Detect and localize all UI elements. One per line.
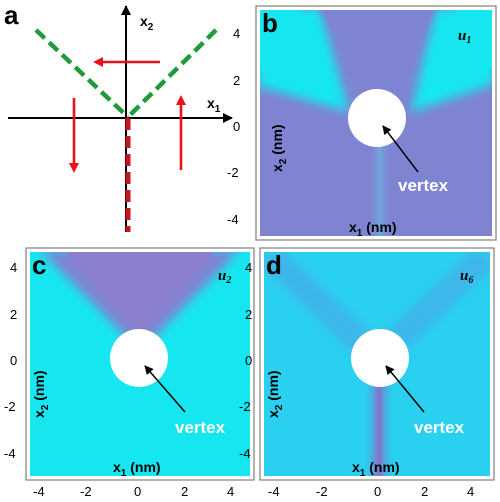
panel-d-xtick: -4 bbox=[268, 484, 280, 499]
panel-c-vertex-hole bbox=[110, 329, 168, 387]
panel-b-field-label: u1 bbox=[458, 28, 471, 46]
panel-c-vertex-arrow bbox=[144, 365, 186, 413]
panel-b-frame bbox=[255, 5, 497, 241]
panel-b-stem bbox=[368, 136, 392, 238]
panel-d-field-label: u6 bbox=[460, 268, 473, 286]
panel-c-vertex-label: vertex bbox=[175, 418, 226, 437]
panel-b-vertex-hole bbox=[348, 89, 406, 147]
panel-d-xtick: 2 bbox=[421, 484, 428, 499]
panel-c-xticks: -4 -2 0 2 4 bbox=[33, 484, 234, 499]
panel-d-xtick: -2 bbox=[316, 484, 328, 499]
panel-d-ytick: -2 bbox=[239, 399, 251, 414]
panel-c-frame bbox=[25, 247, 255, 481]
wall-left-dashed-line bbox=[34, 28, 130, 119]
panel-c-xlabel: x1 (nm) bbox=[113, 459, 161, 479]
panel-d: vertex d u6 4 2 0 -2 -4 -4 -2 0 2 4 x2 (… bbox=[239, 247, 495, 499]
panel-d-ytick: 4 bbox=[245, 260, 252, 275]
panel-c-ylabel: x2 (nm) bbox=[31, 370, 51, 418]
panel-d-vertex-label: vertex bbox=[414, 418, 465, 437]
panel-b-vertex-label: vertex bbox=[398, 176, 449, 195]
panel-b: vertex b u1 4 2 0 -2 -4 x2 (nm) x1 (nm) bbox=[227, 5, 497, 241]
panel-b-letter: b bbox=[262, 8, 278, 38]
panel-d-vertex-arrow bbox=[385, 365, 425, 413]
panel-d-vertex-hole bbox=[351, 329, 409, 387]
panel-d-xticks: -4 -2 0 2 4 bbox=[268, 484, 474, 499]
panel-a-letter: a bbox=[4, 0, 19, 30]
panel-c-ytick: 0 bbox=[10, 353, 17, 368]
panel-d-xtick: 4 bbox=[467, 484, 474, 499]
panel-c-yticks: 4 2 0 -2 -4 bbox=[4, 260, 17, 461]
panel-c-ytick: -4 bbox=[4, 446, 16, 461]
panel-b-ytick: -4 bbox=[227, 212, 239, 227]
panel-d-xlabel: x1 (nm) bbox=[352, 459, 400, 479]
panel-d-xtick: 0 bbox=[374, 484, 381, 499]
panel-d-stem bbox=[364, 372, 394, 478]
panel-c-ytick: 4 bbox=[10, 260, 17, 275]
panel-b-ytick: -2 bbox=[227, 165, 239, 180]
panel-d-ytick: 0 bbox=[245, 353, 252, 368]
panel-b-ytick: 0 bbox=[233, 119, 240, 134]
x2-axis-label: x2 bbox=[140, 13, 154, 33]
panel-c-ytick: -2 bbox=[4, 399, 16, 414]
panel-c-xtick: 4 bbox=[227, 484, 234, 499]
panel-c-xtick: -2 bbox=[80, 484, 92, 499]
panel-c-field-label: u2 bbox=[218, 268, 231, 286]
panel-d-yticks: 4 2 0 -2 -4 bbox=[239, 260, 252, 461]
panel-d-ytick: -4 bbox=[239, 446, 251, 461]
panel-c-xtick: 2 bbox=[181, 484, 188, 499]
panel-b-ytick: 2 bbox=[233, 73, 240, 88]
panel-b-yticks: 4 2 0 -2 -4 bbox=[227, 26, 240, 227]
panel-c-xtick: -4 bbox=[33, 484, 45, 499]
panel-d-letter: d bbox=[266, 250, 282, 280]
panel-a: a x2 x1 bbox=[4, 0, 233, 232]
x1-axis-label: x1 bbox=[207, 95, 221, 115]
panel-d-frame bbox=[259, 247, 495, 481]
panel-b-xlabel: x1 (nm) bbox=[349, 219, 397, 239]
wall-right-dashed-line bbox=[126, 28, 218, 119]
panel-b-ytick: 4 bbox=[233, 26, 240, 41]
panel-b-ylabel: x2 (nm) bbox=[269, 124, 289, 172]
panel-d-ytick: 2 bbox=[245, 307, 252, 322]
panel-b-vertex-arrow bbox=[382, 125, 419, 173]
panel-c-xtick: 0 bbox=[134, 484, 141, 499]
panel-c-letter: c bbox=[32, 250, 46, 280]
panel-d-ylabel: x2 (nm) bbox=[265, 370, 285, 418]
panel-c-ytick: 2 bbox=[10, 307, 17, 322]
panel-c: vertex c u2 4 2 0 -2 -4 -4 -2 0 2 4 x2 (… bbox=[4, 247, 255, 499]
